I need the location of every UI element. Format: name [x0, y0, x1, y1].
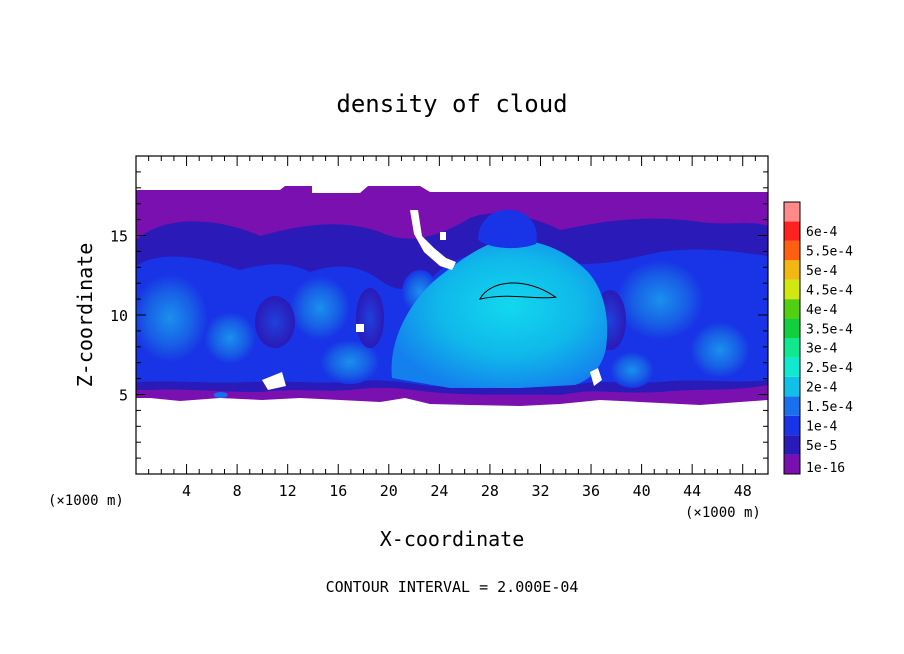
legend-swatch — [784, 376, 800, 397]
legend-swatch — [784, 338, 800, 358]
legend-swatch — [784, 202, 800, 222]
clear-gap — [440, 232, 446, 240]
legend-label: 1e-16 — [806, 461, 845, 476]
x-tick-label: 44 — [683, 482, 701, 500]
x-tick-label: 20 — [380, 482, 398, 500]
clear-gap — [410, 210, 456, 270]
y-tick-label: 10 — [110, 307, 128, 325]
density-field — [136, 186, 768, 406]
convective-cell — [690, 322, 750, 378]
axis-ticks — [136, 156, 768, 474]
chart-title: density of cloud — [336, 90, 567, 118]
convective-cell — [136, 274, 208, 362]
clear-gap — [356, 324, 364, 332]
legend-swatch — [784, 279, 800, 300]
legend-swatch — [784, 357, 800, 377]
y-tick-label: 15 — [110, 228, 128, 246]
contour-line — [478, 282, 557, 300]
x-tick-label: 48 — [734, 482, 752, 500]
y-tick-labels: 5 10 15 — [110, 228, 128, 405]
legend-label: 1e-4 — [806, 419, 837, 434]
color-legend: 1e-16 5e-5 1e-4 1.5e-4 2e-4 2.5e-4 3e-4 3.5e-4 4… — [783, 201, 853, 476]
legend-label: 3e-4 — [806, 342, 837, 357]
legend-label: 5.5e-4 — [806, 245, 853, 260]
convective-cell — [616, 260, 704, 340]
legend-swatch — [784, 454, 800, 474]
legend-swatch — [784, 299, 800, 319]
x-tick-label: 12 — [279, 482, 297, 500]
legend-swatch — [784, 396, 800, 416]
legend-label: 1.5e-4 — [806, 400, 853, 415]
x-axis-title: X-coordinate — [380, 527, 525, 551]
x-tick-label: 16 — [329, 482, 347, 500]
x-tick-label: 36 — [582, 482, 600, 500]
legend-swatch — [784, 260, 800, 280]
x-tick-label: 32 — [531, 482, 549, 500]
updraft-top — [478, 209, 537, 249]
legend-label: 2e-4 — [806, 381, 837, 396]
x-tick-label: 24 — [430, 482, 448, 500]
convective-cell — [320, 340, 380, 384]
dry-intrusion — [255, 296, 295, 348]
x-tick-label: 40 — [633, 482, 651, 500]
convective-cell — [204, 312, 256, 364]
x-tick-label: 28 — [481, 482, 499, 500]
legend-swatch — [784, 318, 800, 338]
dry-intrusion — [356, 288, 384, 348]
legend-label: 4.5e-4 — [806, 283, 853, 298]
updraft-core — [391, 239, 608, 388]
legend-label: 2.5e-4 — [806, 361, 853, 376]
legend-frame — [783, 201, 801, 475]
clear-gap — [590, 368, 602, 386]
x-unit-label: (×1000 m) — [685, 505, 761, 521]
legend-swatch — [784, 415, 800, 436]
x-tick-labels: 4 8 12 16 20 24 28 32 36 40 44 48 — [182, 482, 752, 500]
y-tick-label: 5 — [119, 387, 128, 405]
z-unit-label: (×1000 m) — [48, 493, 124, 509]
legend-label: 5e-4 — [806, 264, 837, 279]
convective-cell — [290, 276, 350, 340]
x-tick-label: 4 — [182, 482, 191, 500]
legend-swatch — [784, 435, 800, 455]
cloud-speck — [213, 392, 228, 398]
convective-cell — [610, 352, 654, 388]
legend-label: 5e-5 — [806, 439, 837, 454]
y-axis-title: Z-coordinate — [73, 243, 97, 388]
legend-swatch — [784, 221, 800, 241]
legend-label: 4e-4 — [806, 303, 837, 318]
contour-interval-note: CONTOUR INTERVAL = 2.000E-04 — [326, 578, 579, 596]
clear-gap — [262, 372, 286, 390]
legend-label: 6e-4 — [806, 225, 837, 240]
x-tick-label: 8 — [233, 482, 242, 500]
legend-label: 3.5e-4 — [806, 322, 853, 337]
legend-swatch — [784, 240, 800, 261]
